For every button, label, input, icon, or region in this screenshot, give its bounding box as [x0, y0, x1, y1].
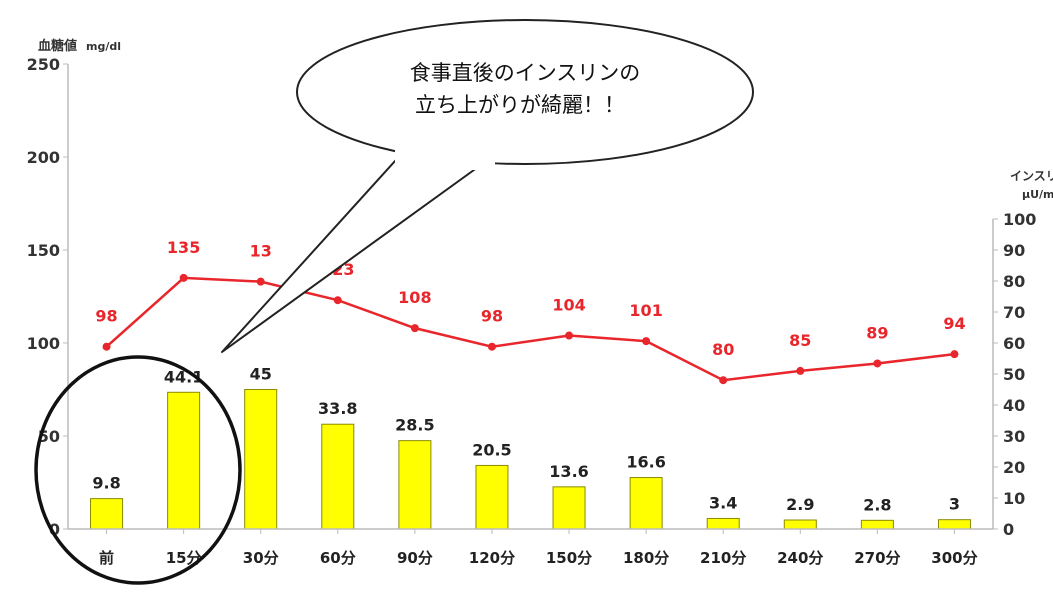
glucose-point — [565, 331, 574, 340]
callout-bubble: 食事直後のインスリンの 立ち上がりが綺麗！！ — [221, 19, 754, 353]
insulin-bar — [783, 519, 817, 530]
insulin-bar — [552, 486, 586, 530]
glucose-point — [950, 350, 959, 359]
glucose-series-line — [105, 276, 955, 382]
insulin-bar — [475, 464, 509, 530]
right-tick-label: 20 — [1003, 458, 1025, 477]
x-tick-label: 270分 — [854, 549, 900, 567]
glucose-point — [256, 277, 265, 286]
right-tick-label: 90 — [1003, 241, 1025, 260]
x-tick-label: 30分 — [243, 549, 279, 567]
x-tick-label: 300分 — [931, 549, 977, 567]
right-tick-label: 70 — [1003, 303, 1025, 322]
glucose-point — [333, 296, 342, 305]
insulin-bar-label: 13.6 — [549, 462, 588, 481]
insulin-bar — [167, 391, 201, 530]
glucose-point — [102, 342, 111, 351]
right-tick-label: 80 — [1003, 272, 1025, 291]
right-axis-unit-line2: μU/ml — [1022, 188, 1053, 201]
glucose-point-label: 98 — [95, 307, 117, 326]
insulin-bar-label: 16.6 — [626, 453, 665, 472]
right-axis-unit-line1: インスリン — [1010, 169, 1053, 183]
x-tick-label: 90分 — [397, 549, 433, 567]
insulin-bar-label: 44.1 — [164, 367, 203, 386]
insulin-bar-label: 2.8 — [863, 495, 891, 514]
glucose-point-label: 13 — [250, 242, 272, 261]
glucose-point — [796, 366, 805, 375]
insulin-bar — [860, 519, 894, 530]
glucose-point — [719, 376, 728, 385]
insulin-bar-label: 3 — [949, 495, 960, 514]
glucose-point — [487, 342, 496, 351]
left-axis-unit: 血糖値 — [38, 38, 77, 54]
x-tick-label: 180分 — [623, 549, 669, 567]
insulin-bar — [90, 498, 124, 530]
glucose-point-label: 98 — [481, 307, 503, 326]
x-tick-label: 15分 — [166, 549, 202, 567]
left-axis-unit-sub: mg/dl — [86, 40, 121, 53]
highlight-circle — [34, 355, 242, 585]
right-tick-label: 50 — [1003, 365, 1025, 384]
insulin-bar-label: 20.5 — [472, 440, 511, 459]
glucose-point — [642, 337, 651, 346]
insulin-bars — [90, 389, 971, 530]
glucose-point — [873, 359, 882, 368]
insulin-bar — [244, 389, 278, 530]
right-tick-label: 10 — [1003, 489, 1025, 508]
callout-ellipse — [296, 19, 754, 165]
callout-text-line1: 食事直後のインスリンの — [410, 61, 641, 85]
glucose-point-label: 94 — [943, 314, 965, 333]
right-tick-label: 60 — [1003, 334, 1025, 353]
insulin-bar — [398, 440, 432, 530]
glucose-point-label: 108 — [398, 288, 431, 307]
insulin-bar-label: 2.9 — [786, 495, 814, 514]
glucose-point-label: 101 — [629, 301, 662, 320]
right-tick-label: 30 — [1003, 427, 1025, 446]
glucose-point-label: 80 — [712, 340, 734, 359]
glucose-point-label: 135 — [167, 238, 200, 257]
insulin-bar-label: 28.5 — [395, 416, 434, 435]
insulin-bar — [937, 519, 971, 530]
insulin-bar-label: 45 — [250, 365, 272, 384]
data-labels: 9.8 44.1 45 33.8 28.5 20.5 13.6 16.6 3.4 2.9 2.8 3 9… — [92, 238, 965, 514]
left-tick-label: 0 — [49, 520, 60, 539]
glucose-point — [179, 273, 188, 282]
glucose-point — [410, 324, 419, 333]
right-tick-label: 100 — [1003, 210, 1036, 229]
insulin-bar-label: 3.4 — [709, 493, 737, 512]
insulin-bar-label: 33.8 — [318, 399, 357, 418]
x-tick-label: 前 — [99, 549, 114, 567]
glucose-point-label: 104 — [552, 296, 585, 315]
right-tick-label: 40 — [1003, 396, 1025, 415]
insulin-bar-label: 9.8 — [92, 474, 120, 493]
callout-text-line2: 立ち上がりが綺麗！！ — [415, 93, 625, 117]
insulin-bar — [321, 423, 355, 530]
x-tick-label: 120分 — [469, 549, 515, 567]
left-tick-label: 150 — [27, 241, 60, 260]
right-tick-label: 0 — [1003, 520, 1014, 539]
x-tick-label: 240分 — [777, 549, 823, 567]
x-tick-label: 150分 — [546, 549, 592, 567]
glucose-line — [102, 273, 959, 385]
x-tick-label: 210分 — [700, 549, 746, 567]
x-tick-label: 60分 — [320, 549, 356, 567]
left-tick-label: 250 — [27, 55, 60, 74]
left-tick-label: 200 — [27, 148, 60, 167]
insulin-bar — [706, 517, 740, 530]
left-tick-label: 100 — [27, 334, 60, 353]
glucose-point-label: 89 — [866, 323, 888, 342]
glucose-point-label: 85 — [789, 331, 811, 350]
insulin-bar — [629, 477, 663, 530]
